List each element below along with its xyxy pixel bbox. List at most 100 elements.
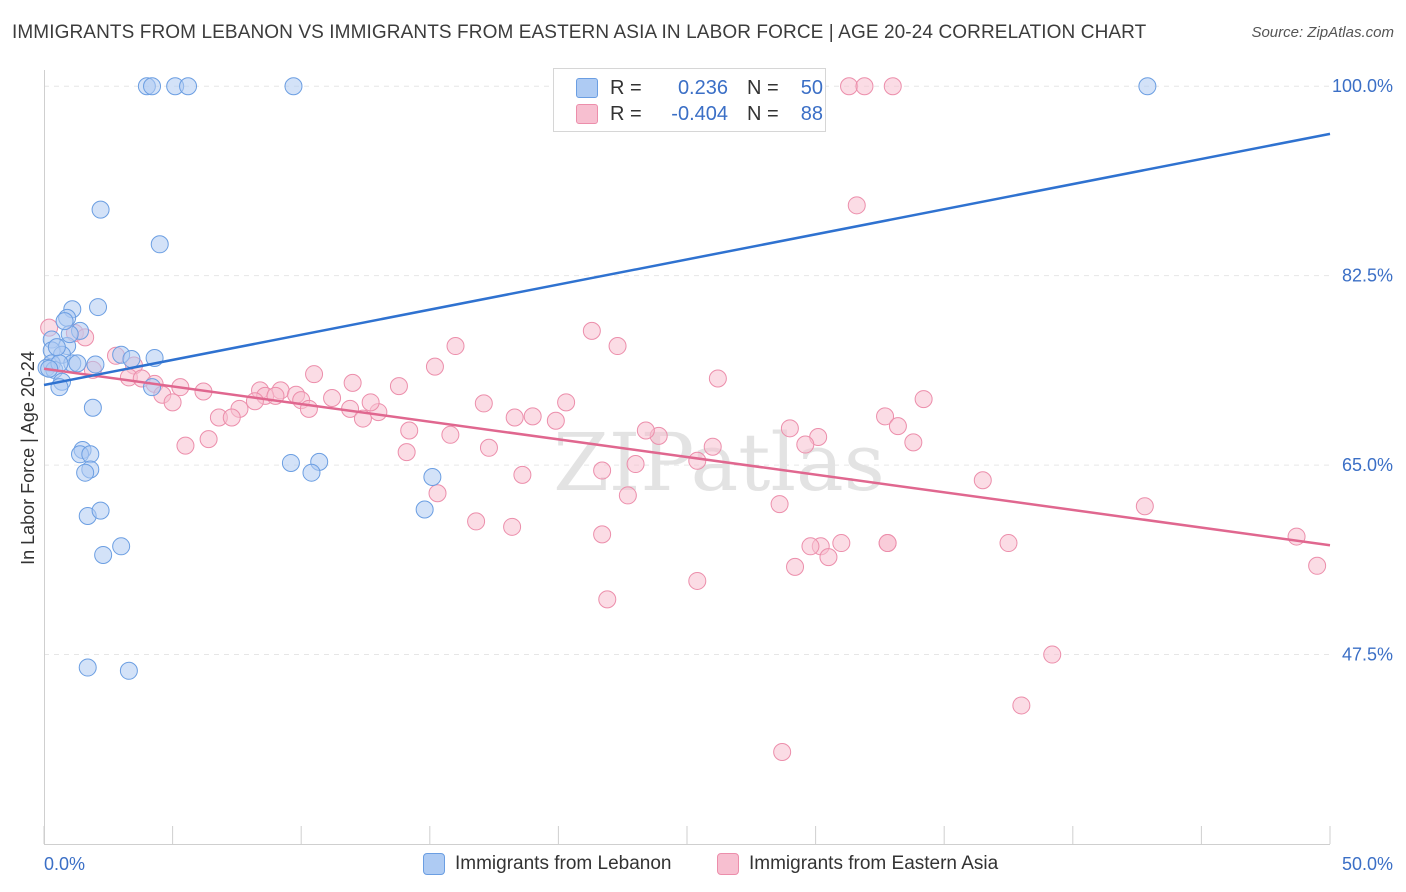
lebanon-point [150, 235, 169, 254]
lebanon-point [302, 463, 321, 482]
lebanon-point [143, 77, 162, 96]
chart-title: IMMIGRANTS FROM LEBANON VS IMMIGRANTS FR… [12, 22, 1147, 43]
eastern-asia-point [400, 421, 419, 440]
eastern-asia-point [708, 369, 727, 388]
eastern-asia-point [618, 486, 637, 505]
eastern-asia-point [479, 438, 498, 457]
eastern-asia-point [801, 537, 820, 556]
eastern-asia-point [343, 373, 362, 392]
eastern-asia-point [222, 408, 241, 427]
trend-line-eastern-asia [43, 367, 1331, 547]
eastern-asia-point [999, 534, 1018, 553]
trend-line-lebanon [43, 132, 1331, 387]
eastern-asia-point [878, 534, 897, 553]
bottom-legend-lebanon: Immigrants from Lebanon [423, 852, 672, 876]
eastern-asia-point [626, 455, 645, 474]
y-tick-label: 100.0% [1332, 76, 1393, 96]
eastern-asia-point [582, 321, 601, 340]
axes [44, 70, 1330, 845]
eastern-asia-point [389, 377, 408, 396]
eastern-asia-point [847, 196, 866, 215]
eastern-asia-point [593, 525, 612, 544]
eastern-asia-point [1043, 645, 1062, 664]
lebanon-point [179, 77, 198, 96]
correlation-legend: R = 0.236 N = 50 R = -0.404 N = 88 [553, 68, 826, 132]
eastern-asia-point [546, 411, 565, 430]
eastern-asia-point [428, 484, 447, 503]
y-tick-label: 82.5% [1342, 266, 1393, 286]
eastern-asia-point [780, 419, 799, 438]
eastern-asia-point [441, 425, 460, 444]
eastern-asia-point [608, 337, 627, 356]
legend-r-label: R = [610, 76, 642, 99]
eastern-asia-point [688, 571, 707, 590]
eastern-asia-point [855, 77, 874, 96]
legend-row-eastern-asia: R = -0.404 N = 88 [576, 102, 823, 126]
legend-n-label: N = [747, 76, 779, 99]
series-lebanon-points [37, 77, 1157, 680]
eastern-asia-point [703, 437, 722, 456]
lebanon-point [1138, 77, 1157, 96]
source-label: Source: ZipAtlas.com [1251, 24, 1394, 41]
legend-r-value: -0.404 [671, 102, 728, 125]
eastern-asia-point [467, 512, 486, 531]
eastern-asia-point [523, 407, 542, 426]
lebanon-point [91, 200, 110, 219]
y-tick-label: 65.0% [1342, 455, 1393, 475]
eastern-asia-point [773, 742, 792, 761]
eastern-asia-point [446, 337, 465, 356]
eastern-asia-point [503, 517, 522, 536]
legend-n-label: N = [747, 102, 779, 125]
lebanon-point [284, 77, 303, 96]
eastern-asia-point [199, 430, 218, 449]
lebanon-point [89, 298, 108, 317]
lebanon-point [47, 338, 66, 357]
lebanon-point [55, 312, 74, 331]
lebanon-point [83, 398, 102, 417]
bottom-legend-label-eastern-asia: Immigrants from Eastern Asia [749, 853, 999, 874]
eastern-asia-point [163, 393, 182, 412]
lebanon-point [423, 468, 442, 487]
y-tick-labels: 47.5% 65.0% 82.5% 100.0% [1332, 76, 1393, 664]
eastern-asia-point [819, 548, 838, 567]
legend-swatch-lebanon [576, 78, 598, 98]
eastern-asia-point [425, 357, 444, 376]
eastern-asia-point [397, 443, 416, 462]
bottom-legend-eastern-asia: Immigrants from Eastern Asia [717, 852, 998, 876]
legend-r-value: 0.236 [677, 76, 728, 99]
grid-lines [44, 85, 1330, 656]
lebanon-point [281, 453, 300, 472]
eastern-asia-point [299, 399, 318, 418]
eastern-asia-point [904, 433, 923, 452]
lebanon-point [119, 661, 138, 680]
y-tick-label: 47.5% [1342, 645, 1393, 665]
eastern-asia-point [598, 590, 617, 609]
eastern-asia-point [888, 417, 907, 436]
eastern-asia-point [876, 407, 895, 426]
series-eastern-asia-points [40, 77, 1327, 761]
legend-swatch-eastern-asia [576, 104, 598, 124]
lebanon-point [68, 354, 87, 373]
eastern-asia-point [796, 435, 815, 454]
eastern-asia-point [832, 534, 851, 553]
eastern-asia-point [505, 408, 524, 427]
eastern-asia-point [1308, 556, 1327, 575]
eastern-asia-point [474, 394, 493, 413]
eastern-asia-point [973, 471, 992, 490]
lebanon-point [112, 537, 131, 556]
eastern-asia-point [176, 436, 195, 455]
eastern-asia-point [513, 465, 532, 484]
eastern-asia-point [323, 389, 342, 408]
legend-n-value: 50 [800, 76, 823, 99]
legend-n-value: 88 [800, 102, 823, 125]
eastern-asia-point [305, 365, 324, 384]
lebanon-point [94, 545, 113, 564]
eastern-asia-point [840, 77, 859, 96]
eastern-asia-point [361, 393, 380, 412]
x-tick-label-min: 0.0% [44, 854, 85, 874]
eastern-asia-point [883, 77, 902, 96]
eastern-asia-point [1012, 696, 1031, 715]
lebanon-point [78, 658, 97, 677]
eastern-asia-point [245, 392, 264, 411]
